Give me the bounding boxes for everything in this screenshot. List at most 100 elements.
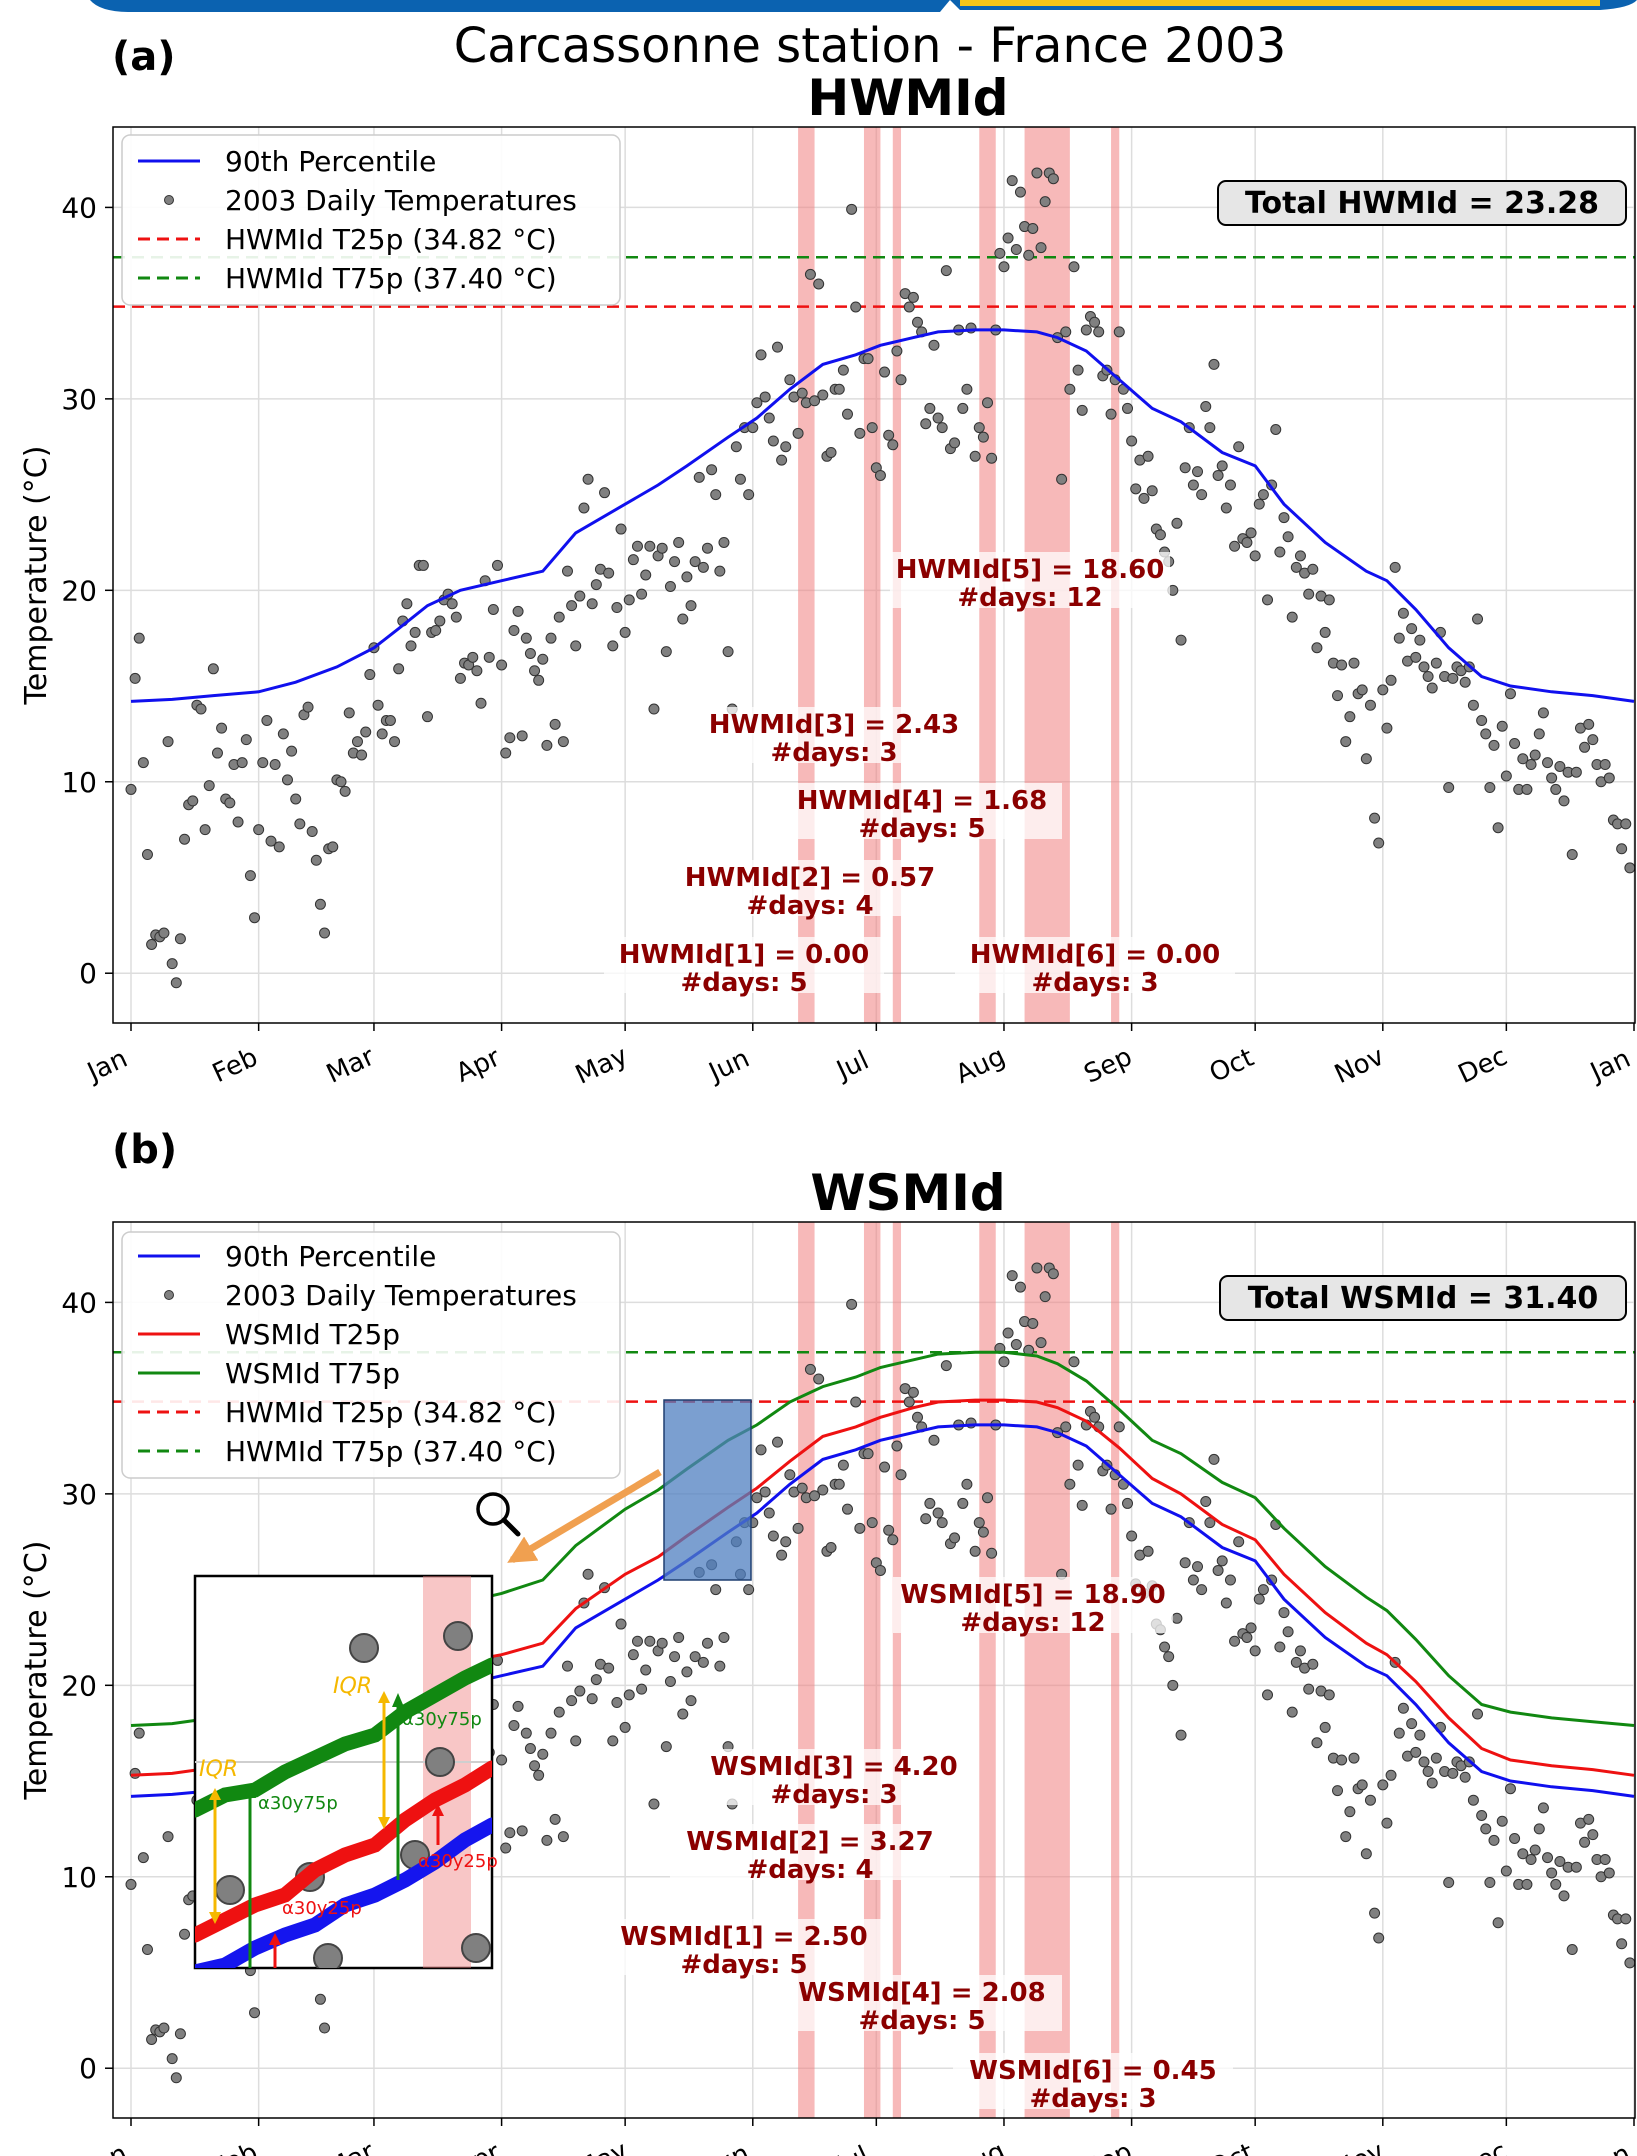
daily-temperature-point — [920, 418, 932, 430]
daily-temperature-point — [714, 1660, 726, 1672]
daily-temperature-point — [1249, 1645, 1261, 1657]
daily-temperature-point — [1278, 1607, 1290, 1619]
daily-temperature-point — [434, 615, 446, 627]
daily-temperature-point — [240, 734, 252, 746]
event-annotation: WSMId[5] = 18.90#days: 12 — [893, 1577, 1173, 1638]
daily-temperature-point — [1319, 626, 1331, 638]
daily-temperature-point — [681, 571, 693, 583]
x-tick-label: Jan — [1584, 2139, 1635, 2156]
daily-temperature-point — [376, 728, 388, 740]
daily-temperature-point — [1496, 1815, 1508, 1827]
x-tick-label: Apr — [451, 1043, 505, 1089]
daily-temperature-point — [1459, 676, 1471, 688]
daily-temperature-point — [533, 674, 545, 686]
daily-temperature-point — [1517, 1848, 1529, 1860]
daily-temperature-point — [1080, 324, 1092, 336]
daily-temperature-point — [689, 1651, 701, 1663]
daily-temperature-point — [767, 1530, 779, 1542]
daily-temperature-point — [1529, 749, 1541, 761]
y-tick-label: 40 — [61, 1286, 97, 1319]
daily-temperature-point — [685, 600, 697, 612]
daily-temperature-point — [949, 1532, 961, 1544]
daily-temperature-point — [1014, 186, 1026, 198]
x-tick-label: Jan — [81, 1044, 132, 1089]
daily-temperature-point — [249, 2007, 261, 2019]
panel-a-legend: 90th Percentile 2003 Daily Temperatures … — [121, 134, 621, 306]
daily-temperature-point — [1224, 479, 1236, 491]
daily-temperature-point — [1126, 1530, 1138, 1542]
daily-temperature-point — [648, 1798, 660, 1810]
daily-temperature-point — [940, 265, 952, 277]
daily-temperature-point — [417, 559, 429, 571]
daily-temperature-point — [1521, 783, 1533, 795]
event-annotation: WSMId[6] = 0.45#days: 3 — [953, 2053, 1233, 2114]
daily-temperature-point — [887, 439, 899, 451]
daily-temperature-point — [508, 1720, 520, 1732]
panel-a-x-ticks: Jan Feb Mar Apr May Jun Jul Aug Sep Oct Nov Dec Jan — [81, 1023, 1635, 1091]
daily-temperature-point — [1472, 1708, 1484, 1720]
daily-temperature-point — [1027, 222, 1039, 234]
daily-temperature-point — [837, 1459, 849, 1471]
inset-alpha75-label-right: α30y75p — [402, 1709, 482, 1730]
x-tick-label: Oct — [1205, 2138, 1258, 2156]
daily-temperature-point — [1175, 634, 1187, 646]
inset-point — [313, 1943, 343, 1968]
daily-temperature-point — [1303, 1683, 1315, 1695]
daily-temperature-point — [1220, 502, 1232, 514]
heatwave-span — [979, 1222, 996, 2118]
daily-temperature-point — [850, 301, 862, 313]
event-value-label: HWMId[6] = 0.00 — [970, 940, 1221, 970]
daily-temperature-point — [1064, 1478, 1076, 1490]
inset-alpha25-label-left: α30y25p — [282, 1898, 362, 1919]
daily-temperature-point — [862, 1448, 874, 1460]
y-tick-label: 0 — [79, 2052, 97, 2085]
daily-temperature-point — [1187, 1574, 1199, 1586]
event-annotation: HWMId[5] = 18.60#days: 12 — [890, 552, 1170, 613]
x-tick-label: Jan — [81, 2139, 132, 2156]
daily-temperature-point — [1443, 1877, 1455, 1889]
event-annotation: WSMId[2] = 3.27#days: 4 — [670, 1824, 950, 1885]
daily-temperature-point — [1035, 1337, 1047, 1349]
daily-temperature-point — [780, 441, 792, 453]
daily-temperature-point — [895, 374, 907, 386]
event-days-label: #days: 12 — [960, 1608, 1105, 1638]
daily-temperature-point — [1311, 642, 1323, 654]
daily-temperature-point — [1089, 1411, 1101, 1423]
zoom-arrow — [507, 1468, 662, 1564]
panel-b-legend-item-wsmid-t75p: WSMId T75p — [225, 1357, 400, 1390]
event-days-label: #days: 5 — [680, 968, 807, 998]
daily-temperature-point — [586, 598, 598, 610]
daily-temperature-point — [257, 757, 269, 769]
daily-temperature-point — [660, 646, 672, 658]
top-banner-yellow — [960, 0, 1600, 6]
daily-temperature-point — [1546, 1867, 1558, 1879]
daily-temperature-point — [557, 736, 569, 748]
daily-temperature-point — [174, 2028, 186, 2040]
daily-temperature-point — [541, 1834, 553, 1846]
daily-temperature-point — [236, 757, 248, 769]
daily-temperature-point — [1373, 1932, 1385, 1944]
daily-temperature-point — [636, 588, 648, 600]
daily-temperature-point — [932, 412, 944, 424]
event-label-bg — [604, 937, 884, 993]
panel-b-total-label: Total WSMId = 31.40 — [1248, 1281, 1599, 1316]
x-tick-label: Sep — [1080, 2137, 1137, 2156]
event-days-label: #days: 5 — [858, 814, 985, 844]
daily-temperature-point — [446, 598, 458, 610]
daily-temperature-point — [771, 341, 783, 353]
daily-temperature-point — [623, 1689, 635, 1701]
daily-temperature-point — [640, 1664, 652, 1676]
event-value-label: HWMId[4] = 1.68 — [797, 786, 1048, 816]
event-label-bg — [670, 860, 950, 916]
daily-temperature-point — [1171, 1612, 1183, 1624]
daily-temperature-point — [1204, 422, 1216, 434]
daily-temperature-point — [623, 594, 635, 606]
daily-temperature-point — [125, 783, 137, 795]
daily-temperature-point — [883, 1524, 895, 1536]
daily-temperature-point — [862, 353, 874, 365]
daily-temperature-point — [570, 1735, 582, 1747]
daily-temperature-point — [1089, 316, 1101, 328]
daily-temperature-point — [636, 1683, 648, 1695]
daily-temperature-point — [924, 402, 936, 414]
